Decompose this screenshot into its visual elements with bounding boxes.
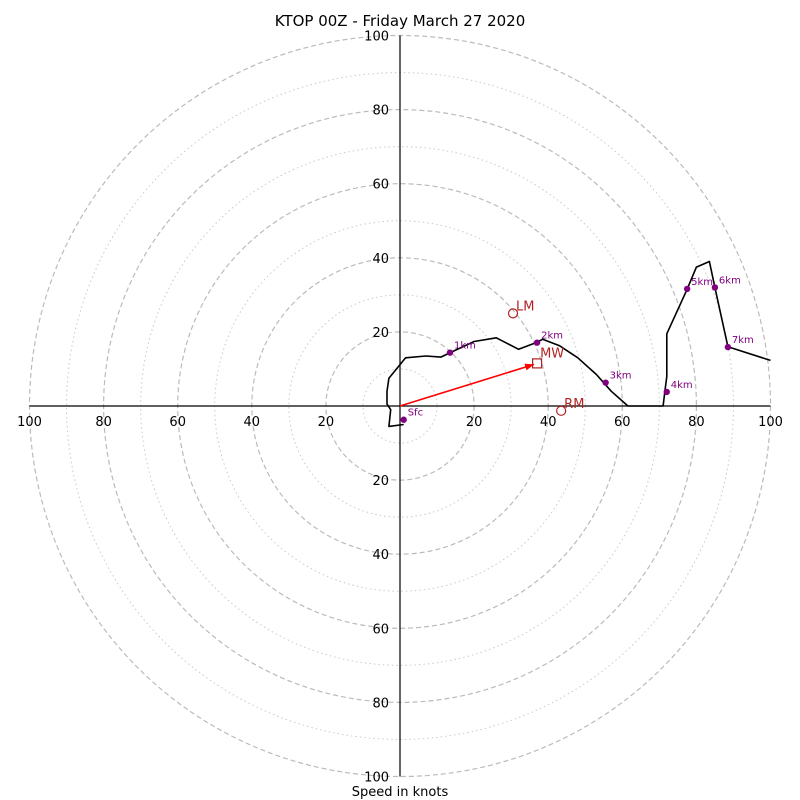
storm-motion-markers: MW LM RM <box>399 299 584 416</box>
x-axis-label: Speed in knots <box>352 785 449 800</box>
height-label-1km: 1km <box>454 341 476 352</box>
height-marker-7km <box>724 343 732 351</box>
height-marker-6km <box>711 284 719 291</box>
tick-top-80: 80 <box>372 104 389 119</box>
tick-right-80: 80 <box>688 415 705 430</box>
tick-top-20: 20 <box>372 326 389 341</box>
tick-left-40: 40 <box>244 415 261 430</box>
tick-left-20: 20 <box>318 415 335 430</box>
tick-top-60: 60 <box>372 178 389 193</box>
tick-left-60: 60 <box>169 415 186 430</box>
height-label-4km: 4km <box>671 380 693 391</box>
height-marker-5km <box>683 285 691 293</box>
chart-title: KTOP 00Z - Friday March 27 2020 <box>275 12 526 30</box>
height-marker-2km <box>533 339 541 346</box>
mean-wind-marker <box>531 358 543 369</box>
left-mover-label: LM <box>516 299 534 314</box>
tick-bottom-80: 80 <box>372 696 389 711</box>
height-marker-3km <box>602 379 609 386</box>
height-label-3km: 3km <box>610 371 632 382</box>
tick-left-100: 100 <box>17 415 42 430</box>
right-mover-label: RM <box>564 397 584 412</box>
height-label-2km: 2km <box>541 331 563 342</box>
tick-bottom-40: 40 <box>372 548 389 563</box>
height-label-7km: 7km <box>732 335 754 346</box>
height-marker-4km <box>663 388 670 396</box>
height-marker-1km <box>446 349 454 356</box>
mean-wind-arrow <box>399 363 535 407</box>
speed-tick-labels: 100 80 60 40 20 20 40 60 80 100 20 40 60 80 100 20 40 60 8… <box>17 30 783 786</box>
right-mover-marker <box>556 405 567 416</box>
left-mover-marker <box>507 308 519 319</box>
tick-top-100: 100 <box>364 30 389 45</box>
height-markers: Sfc 1km 2km 3km 4km 5km 6km 7km <box>400 275 754 423</box>
tick-bottom-100: 100 <box>364 771 389 786</box>
height-marker-sfc <box>400 416 407 423</box>
wind-trace <box>386 260 771 428</box>
height-label-6km: 6km <box>719 275 741 286</box>
tick-right-20: 20 <box>466 415 483 430</box>
height-label-5km: 5km <box>691 277 713 288</box>
wind-trace-line <box>386 260 771 428</box>
tick-top-40: 40 <box>372 252 389 267</box>
mean-wind-label: MW <box>540 346 564 361</box>
tick-bottom-60: 60 <box>372 622 389 637</box>
mean-wind-arrowhead <box>524 363 535 371</box>
tick-left-80: 80 <box>95 415 112 430</box>
tick-right-40: 40 <box>540 415 557 430</box>
height-label-sfc: Sfc <box>408 408 423 419</box>
tick-bottom-20: 20 <box>372 474 389 489</box>
tick-right-100: 100 <box>758 415 783 430</box>
tick-right-60: 60 <box>614 415 631 430</box>
